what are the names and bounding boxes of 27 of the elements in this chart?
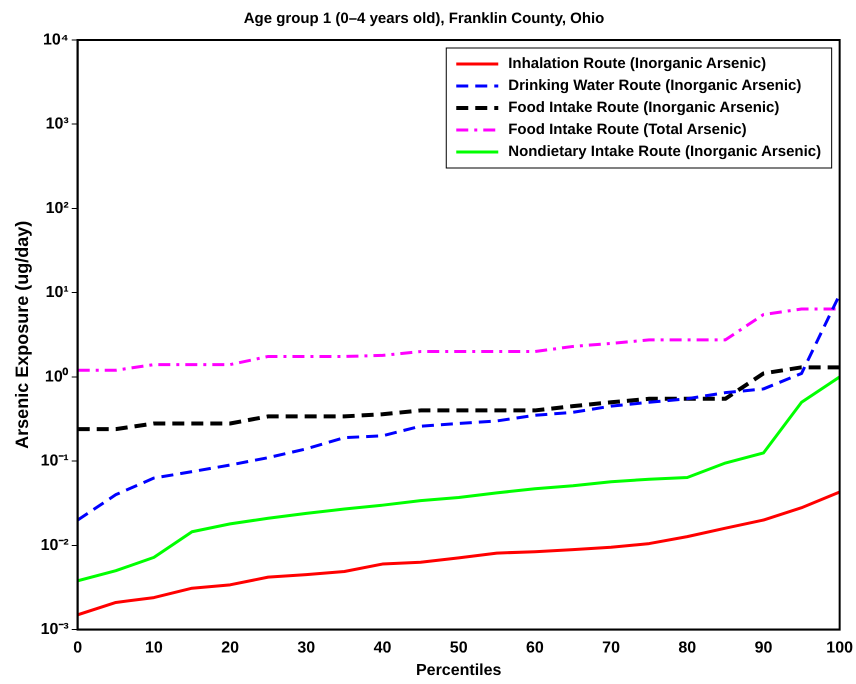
x-tick-label: 50 [450,640,468,657]
y-tick-label: 10⁴ [43,31,69,48]
x-tick-label: 90 [754,640,772,657]
x-axis-title: Percentiles [416,662,502,679]
y-tick-label: 10⁰ [44,367,69,386]
x-tick-label: 0 [73,640,82,657]
x-tick-label: 20 [221,640,240,657]
y-tick-label: 10⁻² [40,536,69,554]
y-axis-title: Arsenic Exposure (ug/day) [12,220,32,449]
x-tick-label: 10 [145,640,163,657]
legend-label: Drinking Water Route (Inorganic Arsenic) [508,77,802,94]
chart-title: Age group 1 (0–4 years old), Franklin County, Ohio [244,10,604,28]
x-tick-label: 80 [678,640,696,657]
legend-label: Food Intake Route (Total Arsenic) [508,121,747,138]
y-tick-label: 10⁻³ [40,621,69,638]
x-tick-label: 40 [374,640,392,657]
legend-label: Food Intake Route (Inorganic Arsenic) [508,99,780,116]
y-tick-label: 10⁻¹ [40,452,69,470]
legend-label: Nondietary Intake Route (Inorganic Arsenic) [508,143,822,160]
x-tick-label: 30 [297,640,316,657]
y-tick-label: 10² [46,200,69,217]
x-tick-label: 70 [602,640,620,657]
y-tick-label: 10¹ [46,284,69,302]
legend-label: Inhalation Route (Inorganic Arsenic) [508,55,766,72]
x-tick-label: 60 [526,640,544,657]
x-tick-label: 100 [826,640,854,657]
y-tick-label: 10³ [46,116,69,133]
